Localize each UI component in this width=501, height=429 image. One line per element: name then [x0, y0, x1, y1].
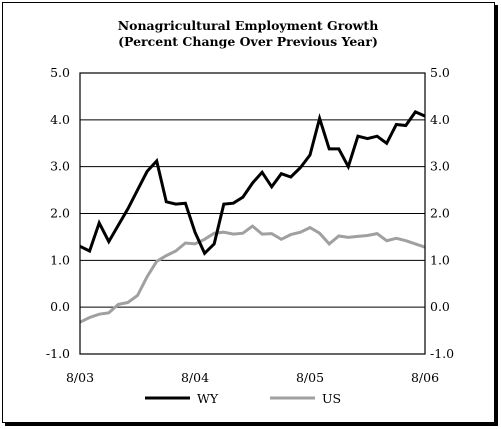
y-tick-label-left: 1.0 — [50, 252, 70, 267]
y-tick-label-right: 4.0 — [430, 112, 450, 127]
y-tick-label-right: 3.0 — [430, 159, 450, 174]
series-line-wy — [79, 110, 426, 256]
y-tick-label-left: 0.0 — [50, 299, 70, 314]
x-tick-label: 8/03 — [66, 370, 94, 385]
y-tick-label-left: -1.0 — [46, 346, 70, 361]
y-tick-label-left: 2.0 — [50, 206, 70, 221]
x-tick-label: 8/04 — [181, 370, 209, 385]
legend-label-us: US — [322, 391, 341, 406]
chart-subtitle: (Percent Change Over Previous Year) — [118, 34, 378, 49]
y-tick-label-left: 3.0 — [50, 159, 70, 174]
legend: WY US — [145, 391, 341, 406]
legend-label-wy: WY — [197, 391, 219, 406]
x-axis: 8/03 8/04 8/05 8/06 — [66, 370, 439, 385]
y-tick-label-left: 5.0 — [50, 65, 70, 80]
y-axis-left: 5.0 4.0 3.0 2.0 1.0 0.0 -1.0 — [46, 65, 70, 361]
x-tick-label: 8/06 — [411, 370, 439, 385]
y-tick-label-right: 5.0 — [430, 65, 450, 80]
y-tick-label-right: -1.0 — [430, 346, 454, 361]
y-tick-label-right: 0.0 — [430, 299, 450, 314]
series-lines — [79, 110, 426, 324]
x-tick-label: 8/05 — [296, 370, 324, 385]
series-line-us — [79, 224, 426, 324]
y-axis-right: 5.0 4.0 3.0 2.0 1.0 0.0 -1.0 — [430, 65, 454, 361]
y-tick-label-left: 4.0 — [50, 112, 70, 127]
plot-area — [79, 72, 426, 355]
y-tick-label-right: 2.0 — [430, 206, 450, 221]
chart-frame — [2, 2, 495, 423]
chart-title: Nonagricultural Employment Growth — [118, 18, 379, 33]
y-tick-label-right: 1.0 — [430, 252, 450, 267]
gridlines — [80, 119, 425, 308]
